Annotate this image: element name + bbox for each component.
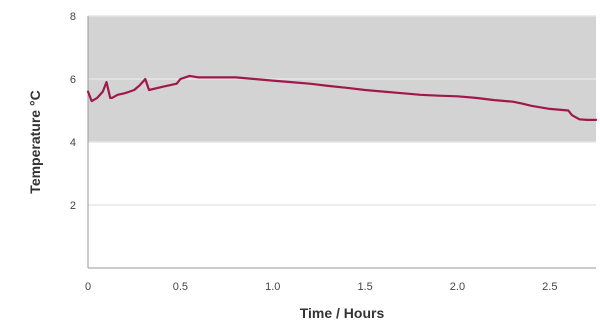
y-tick-label: 4	[70, 137, 76, 149]
x-axis-title: Time / Hours	[300, 305, 385, 321]
x-tick-label: 1.0	[265, 281, 280, 293]
series-group	[86, 74, 598, 122]
x-tick-label: 1.5	[357, 281, 372, 293]
series-line	[86, 74, 598, 122]
y-tick-label: 6	[70, 74, 76, 86]
y-tick-label: 2	[70, 200, 76, 212]
gridlines	[88, 15, 596, 206]
y-tick-labels: 2 4 6 8	[70, 11, 76, 212]
x-tick-labels: 0 0.5 1.0 1.5 2.0 2.5	[85, 281, 558, 293]
x-tick-label: 2.5	[542, 281, 557, 293]
x-tick-label: 0	[85, 281, 91, 293]
x-tick-label: 0.5	[173, 281, 188, 293]
x-tick-label: 2.0	[450, 281, 465, 293]
y-axis-title: Temperature °C	[27, 90, 43, 193]
y-tick-label: 8	[70, 11, 76, 23]
